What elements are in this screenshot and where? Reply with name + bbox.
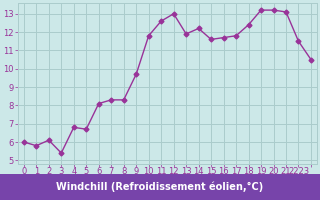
- Text: Windchill (Refroidissement éolien,°C): Windchill (Refroidissement éolien,°C): [56, 182, 264, 192]
